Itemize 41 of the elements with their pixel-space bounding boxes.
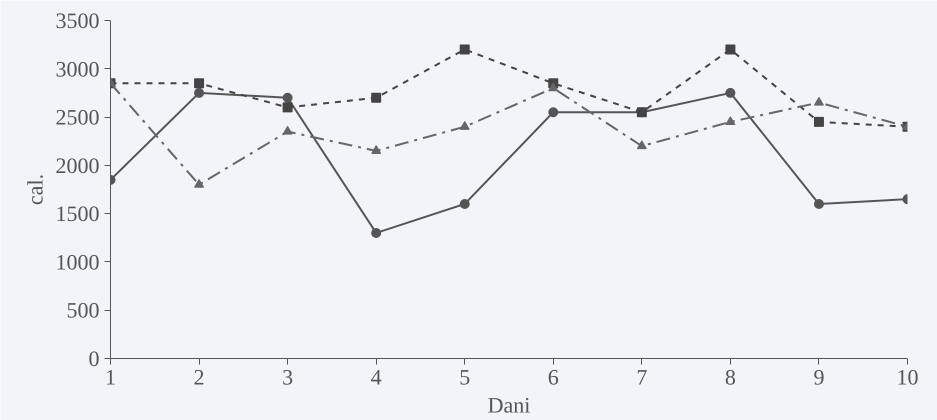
y-tick-label: 500 [66, 298, 100, 323]
x-tick-label: 6 [548, 364, 559, 390]
x-tick-label: 7 [636, 364, 648, 390]
y-tick-label: 3000 [56, 56, 100, 82]
y-tick-label: 1000 [56, 249, 100, 274]
point [814, 96, 824, 106]
point [725, 88, 736, 98]
y-axis-title: cal. [22, 174, 48, 206]
point [460, 121, 470, 130]
point [548, 107, 558, 118]
y-tick-label: 2500 [56, 104, 100, 130]
y-tick-label: 0 [88, 346, 100, 371]
x-tick-label: 8 [724, 364, 736, 390]
y-tick-label: 1500 [56, 201, 100, 226]
point [194, 78, 204, 88]
point [725, 44, 736, 54]
point [548, 82, 558, 92]
point [194, 88, 204, 98]
point [371, 145, 382, 154]
x-tick-label: 2 [194, 364, 205, 390]
point [194, 178, 204, 188]
x-tick-label: 3 [282, 364, 294, 390]
y-tick-label: 2000 [56, 152, 100, 178]
point [282, 102, 293, 112]
point [282, 92, 293, 103]
x-tick-label: 1 [105, 364, 116, 390]
point [371, 228, 382, 238]
point [814, 116, 824, 127]
y-tick-label: 3500 [56, 8, 100, 33]
x-tick-label: 9 [813, 364, 824, 390]
x-axis-title: Dani [488, 392, 530, 418]
x-tick-label: 4 [370, 364, 382, 390]
point [460, 44, 470, 54]
x-tick-label: 5 [459, 364, 470, 390]
point [371, 92, 382, 103]
point [282, 126, 293, 135]
point [725, 116, 736, 125]
x-tick-label: 10 [896, 364, 918, 390]
point [636, 140, 647, 150]
point [460, 198, 470, 209]
point [814, 198, 824, 209]
